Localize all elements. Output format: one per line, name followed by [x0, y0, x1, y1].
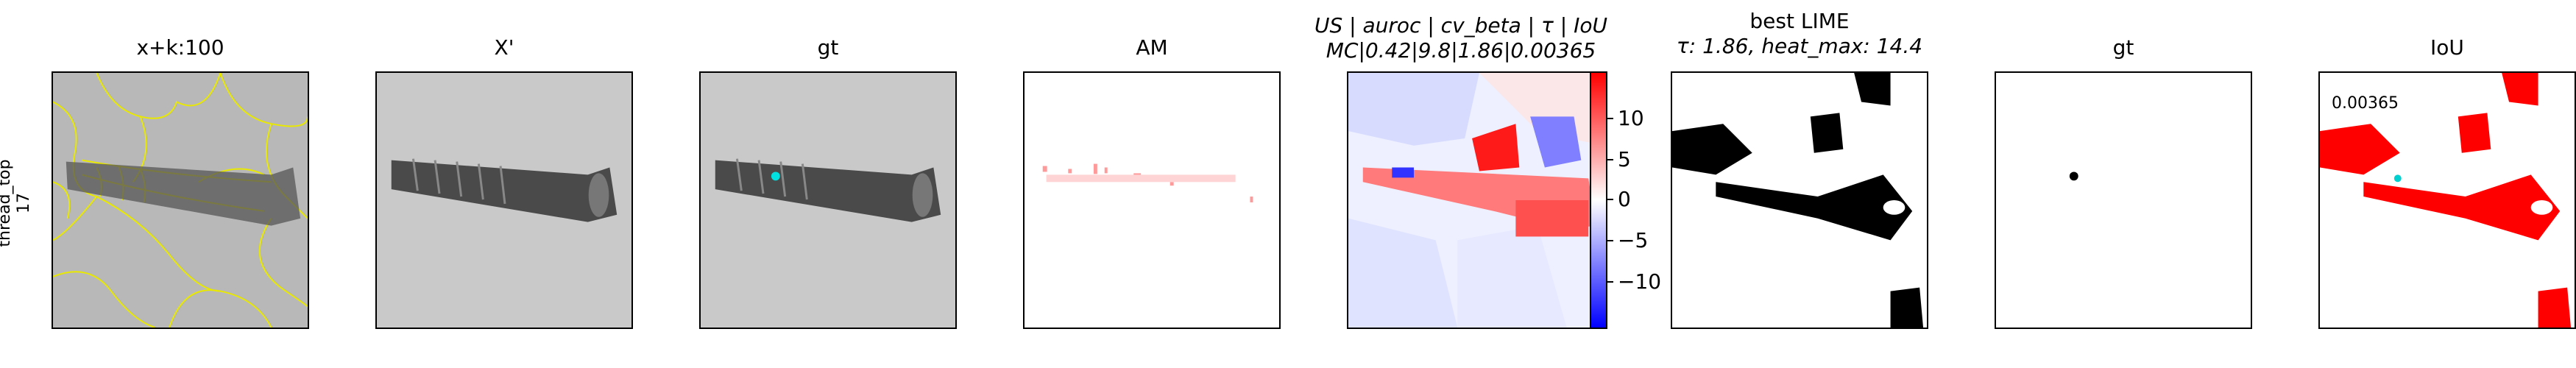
colorbar-label: 10	[1618, 106, 1644, 130]
colorbar-tick	[1607, 159, 1613, 160]
row-label-line2: 17	[15, 193, 33, 213]
gt-image	[699, 71, 957, 329]
iou-map	[2318, 71, 2576, 329]
colorbar	[1590, 71, 1607, 329]
title-iou: IoU	[2430, 35, 2464, 60]
title-am: AM	[1136, 35, 1168, 60]
title-xprime: X'	[494, 35, 514, 60]
title-overlay: x+k:100	[136, 35, 224, 60]
colorbar-label: −10	[1618, 269, 1662, 294]
title-lime-line2: τ: 1.86, heat_max: 14.4	[1676, 34, 1923, 58]
row-label: thread_top 17	[0, 152, 34, 255]
colorbar-tick	[1607, 199, 1613, 200]
title-gt2: gt	[2112, 35, 2134, 60]
overlay-image	[52, 71, 309, 329]
colorbar-tick	[1607, 118, 1613, 119]
colorbar-tick	[1607, 240, 1613, 241]
colorbar-label: 0	[1618, 187, 1631, 211]
title-us-line1: US | auroc | cv_beta | τ | IoU	[1314, 13, 1607, 38]
us-map	[1347, 71, 1604, 329]
title-lime-line1: best LIME	[1749, 9, 1850, 33]
title-us-line2: MC|0.42|9.8|1.86|0.00365	[1326, 38, 1596, 63]
colorbar-label: −5	[1618, 228, 1649, 252]
am-map	[1023, 71, 1281, 329]
gt-mask	[1995, 71, 2252, 329]
lime-mask	[1671, 71, 1928, 329]
iou-value: 0.00365	[2332, 94, 2399, 113]
colorbar-label: 5	[1618, 147, 1631, 171]
row-label-line1: thread_top	[0, 159, 14, 247]
xprime-image	[375, 71, 633, 329]
title-gt: gt	[817, 35, 839, 60]
colorbar-tick	[1607, 281, 1613, 283]
